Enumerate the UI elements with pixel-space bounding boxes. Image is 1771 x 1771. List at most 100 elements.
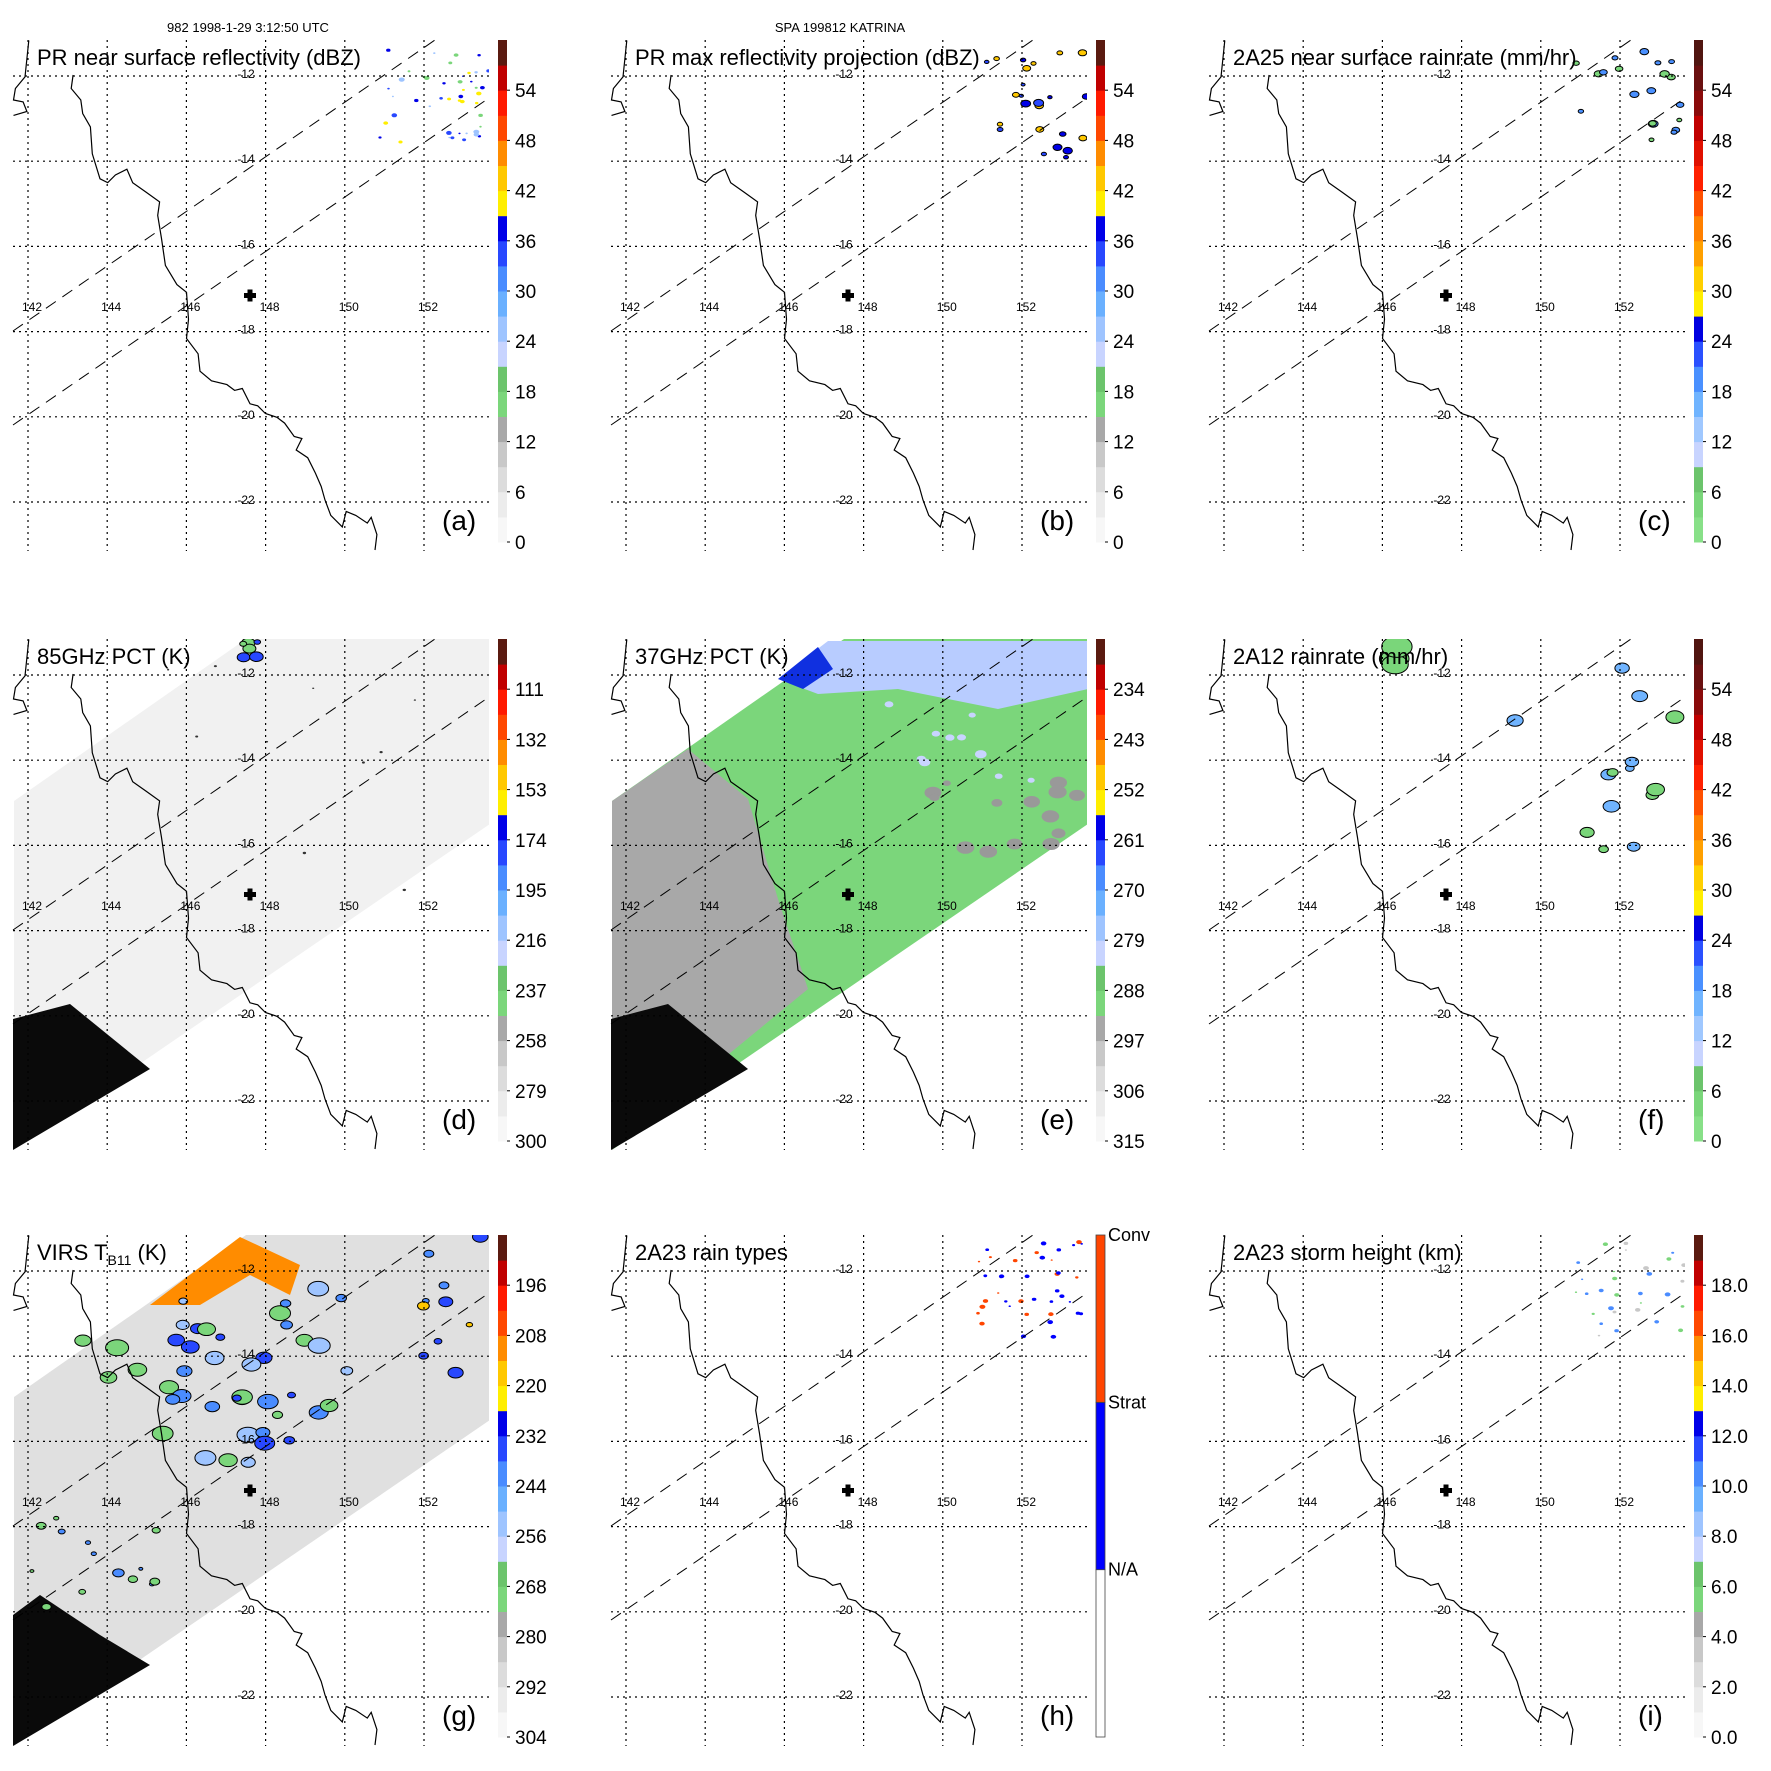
precip-echo: [1623, 1241, 1629, 1245]
latitude-label: -14: [835, 1347, 853, 1361]
precip-echo: [1666, 1257, 1672, 1261]
colorbar: 0 6 12 18 24 30 36 42 48 54: [1694, 40, 1733, 554]
colorbar-segment: [498, 639, 507, 665]
colorbar-segment: [1694, 990, 1703, 1016]
longitude-label: 142: [22, 300, 42, 314]
precip-echo: [378, 136, 382, 139]
precip-echo: [386, 48, 391, 52]
precip-echo: [479, 125, 482, 128]
precip-echo: [1597, 1334, 1601, 1337]
precip-echo: [402, 888, 406, 892]
precip-echo: [232, 1394, 242, 1402]
latitude-label: -12: [835, 1262, 853, 1276]
longitude-label: 152: [1614, 300, 1634, 314]
colorbar-segment: [498, 864, 507, 891]
precip-echo: [197, 1322, 216, 1336]
coastline: [12, 1235, 30, 1311]
latitude-label: -16: [835, 1432, 853, 1446]
colorbar-segment: [1694, 764, 1703, 791]
panel-letter: (h): [1040, 1700, 1074, 1731]
precip-echo: [1078, 134, 1087, 142]
precip-echo: [475, 101, 479, 105]
latitude-label: -22: [835, 1688, 853, 1702]
no-data-region: [13, 1595, 150, 1746]
colorbar-segment: [498, 1040, 507, 1067]
precip-echo: [1635, 1308, 1641, 1312]
colorbar-segment: [498, 1090, 507, 1117]
storm-center-marker: [247, 888, 253, 901]
latitude-label: -12: [1433, 666, 1451, 680]
colorbar: N/A Strat Conv: [1095, 1225, 1150, 1738]
precip-echo: [29, 1569, 35, 1573]
pr-swath-edge: [12, 1234, 436, 1527]
colorbar-segment: [1096, 316, 1105, 342]
colorbar-segment: [1096, 366, 1105, 392]
coastline: [1266, 1269, 1574, 1746]
panel-title: 85GHz PCT (K): [37, 644, 191, 669]
precip-echo: [271, 1410, 284, 1419]
longitude-label: 148: [1456, 899, 1476, 913]
precip-echo: [1051, 828, 1066, 839]
pr-swath-edge: [1208, 638, 1632, 931]
latitude-label: -14: [237, 751, 255, 765]
colorbar-tick-label: 292: [515, 1678, 547, 1699]
precip-echo: [1612, 1276, 1618, 1281]
colorbar-tick-label: 6: [1711, 1082, 1722, 1103]
precip-echo: [1011, 91, 1020, 98]
colorbar-segment: [498, 714, 507, 740]
colorbar: 0 6 12 18 24 30 36 42 48 54: [498, 40, 537, 554]
longitude-label: 148: [1456, 300, 1476, 314]
precip-echo: [448, 136, 451, 139]
longitude-label: 148: [858, 899, 878, 913]
precip-echo: [151, 1527, 161, 1534]
latitude-label: -22: [1433, 1688, 1451, 1702]
precip-echo: [391, 113, 398, 118]
precip-echo: [57, 1528, 66, 1535]
precip-echo: [1631, 690, 1649, 703]
colorbar-segment: [1694, 316, 1703, 342]
latitude-label: -20: [237, 1603, 255, 1617]
pr-swath-edge: [1208, 97, 1686, 426]
colorbar-segment: [1095, 1401, 1106, 1571]
colorbar-segment: [498, 940, 507, 966]
colorbar-segment: [1096, 1040, 1105, 1067]
precip-echo: [361, 761, 365, 764]
precip-echo: [438, 1281, 450, 1290]
latitude-label: -20: [1433, 1603, 1451, 1617]
precip-echo: [993, 56, 1000, 62]
precip-echo: [215, 1333, 226, 1341]
map-area: [976, 1240, 1084, 1339]
precip-echo: [1602, 800, 1621, 813]
colorbar-segment: [1694, 1385, 1703, 1412]
colorbar-segment: [1694, 1536, 1703, 1562]
longitude-label: 152: [1614, 1495, 1634, 1509]
precip-echo: [112, 1568, 125, 1578]
longitude-label: 142: [620, 899, 640, 913]
precip-echo: [283, 1436, 296, 1445]
colorbar-segment: [1694, 90, 1703, 116]
panel-e: 142 144 146 148 150 152 -12 -14 -16 -18 -20 -22 37GH…: [610, 638, 1145, 1153]
colorbar-segment: [1694, 391, 1703, 417]
colorbar-tick-label: 279: [1113, 931, 1145, 952]
precip-echo: [975, 750, 987, 759]
precip-echo: [1648, 120, 1657, 127]
colorbar-tick-label: 6: [515, 483, 526, 504]
precip-echo: [1678, 1328, 1684, 1333]
longitude-label: 144: [101, 300, 121, 314]
colorbar-tick-label: 243: [1113, 730, 1145, 751]
no-data-region: [13, 1004, 150, 1150]
latitude-label: -22: [835, 1092, 853, 1106]
storm-center-marker: [247, 289, 253, 302]
colorbar-segment: [498, 1511, 507, 1537]
precip-echo: [480, 86, 485, 90]
cold-region: [778, 647, 833, 689]
colorbar-segment: [1694, 441, 1703, 468]
precip-echo: [1012, 1259, 1018, 1263]
precip-echo: [1018, 1299, 1024, 1303]
precip-echo: [1056, 50, 1064, 56]
precip-echo: [1048, 1312, 1054, 1317]
precip-echo: [1654, 60, 1662, 66]
latitude-label: -18: [835, 323, 853, 337]
precip-echo: [1042, 838, 1060, 850]
precip-echo: [307, 1337, 331, 1354]
